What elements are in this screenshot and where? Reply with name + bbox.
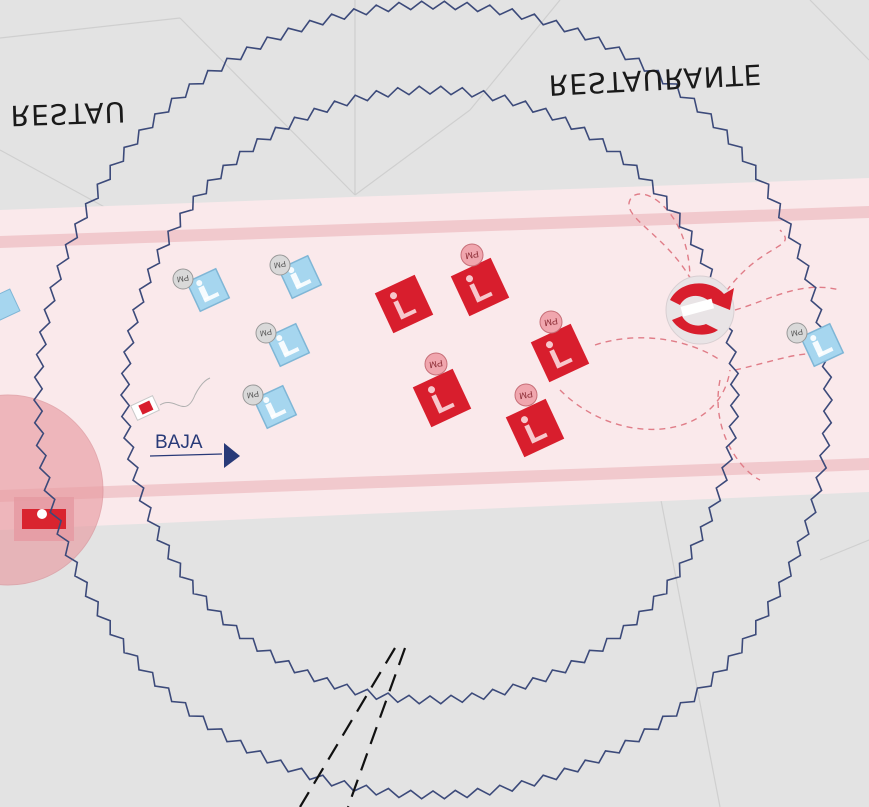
pm-badges-blue: PM PM PM PM PM [172, 254, 808, 406]
pm-badge-label: PM [246, 389, 260, 400]
pm-badges-red: PM PM PM PM [424, 243, 563, 407]
pm-badge-label: PM [428, 358, 443, 370]
outer-perimeter-circle [33, 0, 833, 800]
direction-label: BAJA [155, 432, 203, 453]
small-trail [159, 377, 211, 407]
pm-badge-label: PM [518, 389, 533, 401]
pm-badge-label: PM [543, 316, 558, 328]
direction-indicator: BAJA [149, 432, 240, 468]
pm-badge-label: PM [176, 273, 190, 284]
left-red-marker-inner [22, 509, 66, 529]
closure-icon[interactable] [665, 275, 735, 345]
inner-perimeter-circle [119, 85, 741, 705]
pm-badge-label: PM [790, 327, 804, 338]
pm-badge-label: PM [464, 249, 479, 261]
small-vehicle-marker [130, 395, 160, 421]
pm-badge-label: PM [259, 327, 273, 338]
direction-arrow-icon [224, 443, 240, 468]
bottom-dashed-lines [299, 647, 407, 807]
pm-badge-label: PM [273, 259, 287, 270]
blue-unit-edge-left[interactable] [0, 288, 21, 322]
restaurante-left-label: RESTAU [10, 95, 127, 132]
